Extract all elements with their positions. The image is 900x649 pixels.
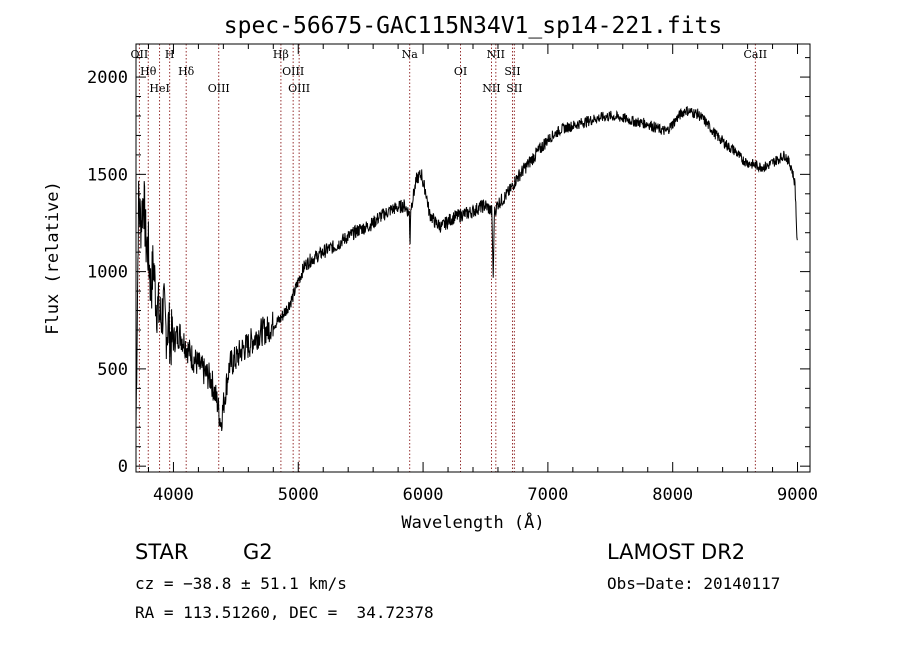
emission-line-markers bbox=[138, 44, 756, 472]
x-tick-label: 6000 bbox=[403, 485, 444, 505]
line-label-h: H bbox=[165, 48, 175, 61]
line-label-oi: OI bbox=[454, 65, 467, 78]
x-tick-label: 8000 bbox=[652, 485, 693, 505]
observation-date: Obs−Date: 20140117 bbox=[607, 574, 781, 593]
x-tick-label: 9000 bbox=[777, 485, 818, 505]
plot-frame bbox=[135, 43, 811, 473]
y-axis-label: Flux (relative) bbox=[43, 181, 63, 335]
axis-tick-labels: 4000 5000 6000 7000 8000 9000 0 500 1000 1500 2000 bbox=[87, 68, 818, 505]
line-label-hδ: Hδ bbox=[178, 65, 195, 78]
x-tick-label: 7000 bbox=[527, 485, 568, 505]
x-tick-label: 5000 bbox=[278, 485, 319, 505]
coordinates: RA = 113.51260, DEC = 34.72378 bbox=[135, 603, 434, 622]
line-label-hθ: Hθ bbox=[140, 65, 157, 78]
chart-title: spec-56675-GAC115N34V1_sp14-221.fits bbox=[224, 13, 723, 39]
axis-ticks bbox=[136, 44, 810, 472]
line-label-sii: SII bbox=[506, 82, 522, 95]
line-label-oii: OII bbox=[131, 48, 149, 61]
line-label-nii: NII bbox=[487, 48, 505, 61]
y-tick-label: 0 bbox=[118, 457, 128, 477]
line-label-oiii: OIII bbox=[208, 82, 230, 95]
line-label-caii: CaII bbox=[743, 48, 767, 61]
line-label-oiii: OIII bbox=[282, 65, 304, 78]
x-axis-label: Wavelength (Å) bbox=[401, 511, 544, 533]
line-label-hei: HeI bbox=[149, 82, 169, 95]
y-tick-label: 500 bbox=[97, 360, 128, 380]
emission-line-labels: OII Hθ HeI HHδ OIII Hβ OIII OIII Na OI NII NII SII SI… bbox=[131, 48, 768, 95]
object-subclass: G2 bbox=[243, 540, 273, 564]
spectrum-series bbox=[135, 106, 798, 432]
spectrum-line bbox=[135, 106, 798, 432]
line-label-hβ: Hβ bbox=[273, 48, 289, 61]
survey-name: LAMOST DR2 bbox=[607, 540, 746, 564]
redshift-velocity: cz = −38.8 ± 51.1 km/s bbox=[135, 574, 347, 593]
y-tick-label: 1000 bbox=[87, 263, 128, 283]
object-class: STAR bbox=[135, 540, 189, 564]
line-label-oiii: OIII bbox=[288, 82, 310, 95]
y-tick-label: 2000 bbox=[87, 68, 128, 88]
line-label-nii: NII bbox=[482, 82, 500, 95]
line-label-sii: SII bbox=[504, 65, 520, 78]
y-tick-label: 1500 bbox=[87, 165, 128, 185]
line-label-na: Na bbox=[402, 48, 419, 61]
x-tick-label: 4000 bbox=[153, 485, 194, 505]
